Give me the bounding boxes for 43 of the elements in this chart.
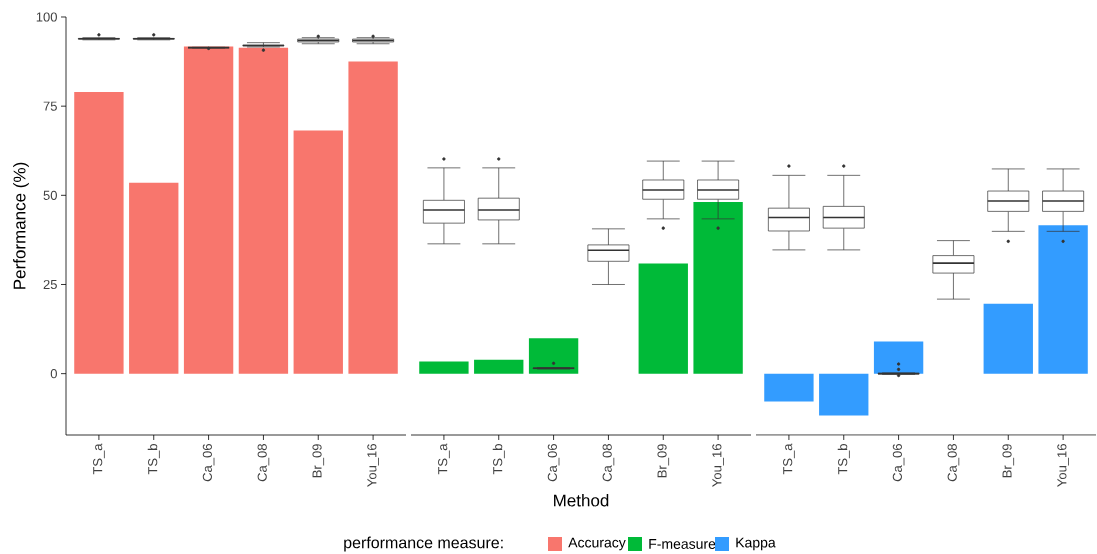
x-tick-label: TS_a <box>438 443 450 475</box>
x-tick-label: Br_09 <box>1002 444 1015 478</box>
bar <box>419 361 469 374</box>
x-tick-label: TS_a <box>783 443 795 475</box>
bar <box>764 373 814 402</box>
x-tick-label: TS_b <box>492 444 505 475</box>
x-axis-title: Method <box>554 494 609 507</box>
x-tick-label: Ca_06 <box>202 444 215 482</box>
legend-label: Accuracy <box>568 537 626 551</box>
bar <box>348 61 398 374</box>
legend-label: F-measure <box>649 539 716 549</box>
legend-label: Kappa <box>736 537 776 551</box>
x-tick-label: TS_a <box>93 443 105 475</box>
bar <box>819 373 869 416</box>
y-tick-label: 100 <box>36 12 57 22</box>
bar <box>74 91 124 374</box>
bar <box>873 341 924 374</box>
x-tick-label: TS_b <box>147 444 160 475</box>
x-tick-label: TS_b <box>837 444 850 475</box>
y-axis-title: Performance (%) <box>13 162 29 289</box>
x-tick-label: Br_09 <box>312 444 325 478</box>
legend-title: performance measure: <box>344 536 503 552</box>
bar <box>474 359 524 374</box>
x-tick-label: You_16 <box>367 444 379 487</box>
bar <box>1038 225 1088 374</box>
x-tick-label: Ca_06 <box>892 444 905 482</box>
x-tick-label: You_16 <box>1057 444 1069 487</box>
x-tick-label: Ca_06 <box>547 444 560 482</box>
bar <box>183 46 234 374</box>
y-tick-label: 75 <box>43 101 57 111</box>
y-tick-label: 25 <box>43 279 57 290</box>
bar <box>528 338 579 374</box>
x-tick-label: Br_09 <box>657 444 670 478</box>
y-tick-label: 50 <box>43 190 57 200</box>
x-tick-label: You_16 <box>712 444 724 487</box>
bar <box>293 130 343 374</box>
y-tick-label: 0 <box>50 369 57 379</box>
x-tick-label: Ca_08 <box>947 444 960 482</box>
x-tick-label: Ca_08 <box>602 444 615 482</box>
bar <box>983 303 1033 374</box>
bar <box>129 182 179 374</box>
bar <box>638 263 688 374</box>
x-tick-label: Ca_08 <box>257 444 270 482</box>
